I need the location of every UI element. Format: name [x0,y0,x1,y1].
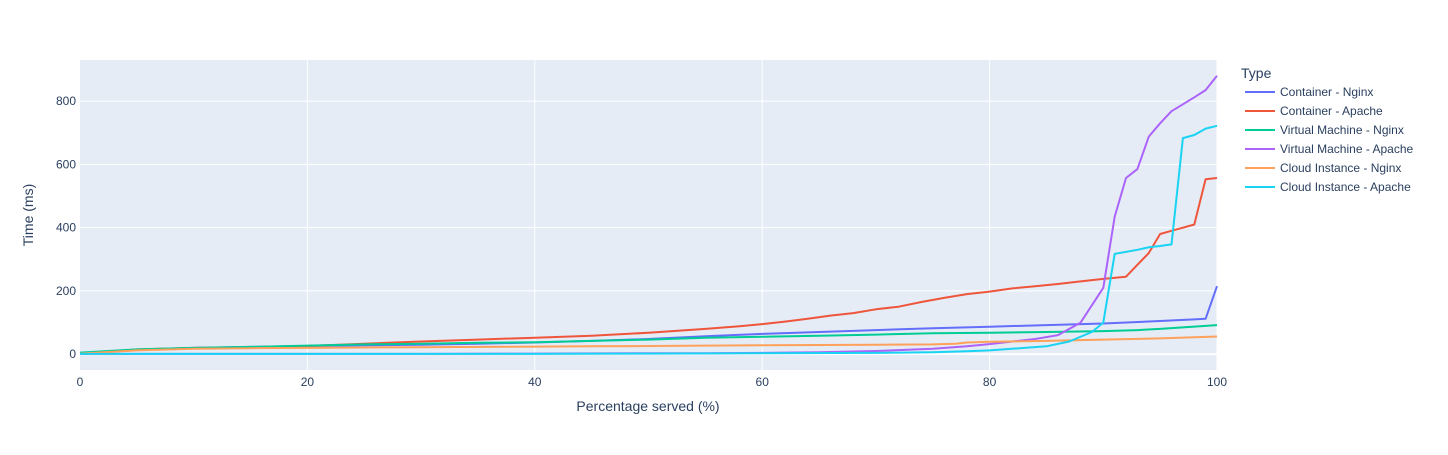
legend-label-container-nginx: Container - Nginx [1280,85,1373,99]
legend-label-virtual-machine-apache: Virtual Machine - Apache [1280,142,1414,156]
y-tick-label: 800 [56,94,76,108]
y-tick-labels: 0 200 400 600 800 [56,94,76,361]
legend: Type Container - Nginx Container - Apache… [1241,65,1414,194]
x-tick-label: 80 [983,375,997,389]
series-line-cloud-instance-nginx [79,335,1218,355]
x-tick-label: 20 [301,375,315,389]
series-lines [79,75,1218,355]
series-line-container-apache [79,177,1218,355]
series-line-cloud-instance-apache [80,124,1218,355]
x-tick-label: 60 [756,375,770,389]
y-tick-label: 200 [56,284,76,298]
series-line-virtual-machine-nginx [79,324,1218,354]
legend-label-virtual-machine-nginx: Virtual Machine - Nginx [1280,123,1404,137]
legend-label-container-apache: Container - Apache [1280,104,1383,118]
legend-label-cloud-instance-nginx: Cloud Instance - Nginx [1280,161,1401,175]
x-tick-label: 40 [528,375,542,389]
y-axis-title: Time (ms) [20,184,36,246]
y-tick-label: 400 [56,221,76,235]
x-axis-title: Percentage served (%) [576,398,719,414]
x-tick-label: 0 [77,375,84,389]
legend-items: Container - Nginx Container - Apache Virtu… [1245,85,1414,194]
x-tick-labels: 0 20 40 60 80 100 [77,375,1228,389]
y-tick-label: 600 [56,157,76,171]
legend-label-cloud-instance-apache: Cloud Instance - Apache [1280,180,1411,194]
y-tick-label: 0 [69,347,76,361]
x-tick-label: 100 [1207,375,1227,389]
legend-title: Type [1241,65,1272,81]
plot-background [80,60,1217,370]
